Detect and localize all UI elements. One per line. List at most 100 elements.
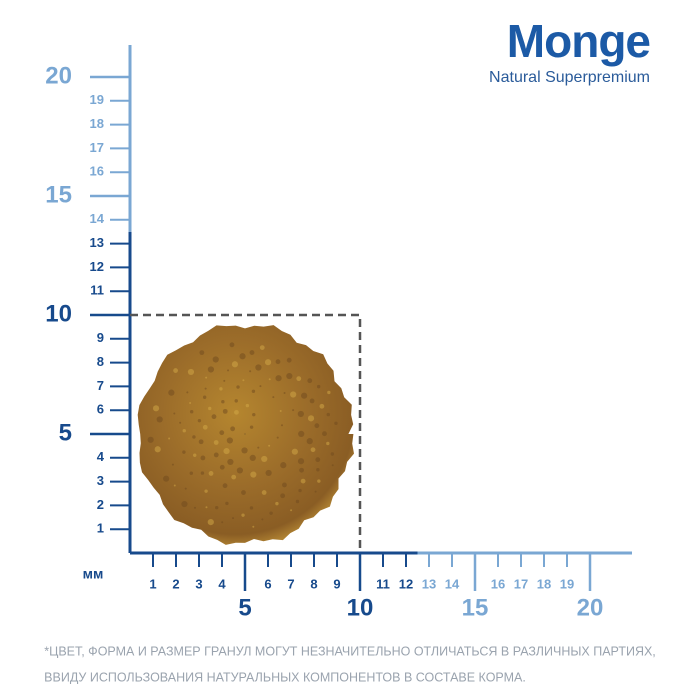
y-tick-label: 8 <box>97 354 104 369</box>
kibble-speck <box>286 372 293 380</box>
kibble-speck <box>198 439 204 445</box>
x-tick-label: 18 <box>537 576 551 591</box>
kibble-speck <box>219 387 223 391</box>
kibble-speck <box>221 521 224 524</box>
kibble-speck <box>154 446 161 453</box>
kibble-speck <box>334 421 338 425</box>
kibble-speck <box>222 483 228 489</box>
kibble-speck <box>296 376 302 382</box>
kibble-speck <box>298 488 302 493</box>
kibble-speck <box>213 452 219 458</box>
kibble-speck <box>299 467 304 473</box>
kibble-speck <box>252 412 256 417</box>
kibble-speck <box>275 375 282 382</box>
kibble-speck <box>269 511 273 515</box>
kibble-speck <box>239 353 246 360</box>
y-tick-label: 19 <box>90 92 104 107</box>
kibble-speck <box>207 519 214 526</box>
kibble-speck <box>326 441 330 446</box>
kibble-speck <box>307 415 315 422</box>
kibble-speck <box>280 462 287 469</box>
kibble-speck <box>297 410 304 418</box>
kibble-speck <box>156 416 163 423</box>
kibble-speck <box>261 455 268 463</box>
kibble-speck <box>268 378 271 381</box>
kibble-speck <box>179 421 182 424</box>
kibble-speck <box>283 391 286 394</box>
kibble-speck <box>272 396 275 399</box>
kibble-speck <box>275 501 279 506</box>
kibble-speck <box>286 357 292 363</box>
kibble-speck <box>317 479 321 483</box>
kibble-speck <box>168 389 175 396</box>
kibble-speck <box>163 475 170 482</box>
kibble-speck <box>184 487 187 490</box>
kibble-speck <box>249 425 254 429</box>
kibble-speck <box>182 429 186 433</box>
kibble-speck <box>207 366 215 373</box>
x-tick-label: 16 <box>491 576 505 591</box>
kibble-speck <box>275 359 281 365</box>
y-tick-label: 6 <box>97 402 104 417</box>
kibble-speck <box>315 457 321 463</box>
kibble-speck <box>212 356 219 363</box>
kibble-speck <box>199 350 205 356</box>
kibble-speck <box>197 418 202 423</box>
y-tick-label: 7 <box>97 378 104 393</box>
x-tick-label: 4 <box>218 576 226 591</box>
y-tick-label: 11 <box>90 283 104 298</box>
x-tick-label: 12 <box>399 576 413 591</box>
y-tick-label: 17 <box>90 140 104 155</box>
kibble-speck <box>276 436 279 439</box>
kibble-speck <box>242 379 245 382</box>
kibble-speck <box>205 506 208 509</box>
x-tick-label: 11 <box>376 576 390 591</box>
kibble-speck <box>244 433 246 435</box>
kibble-speck <box>310 447 316 453</box>
kibble-speck <box>200 455 206 461</box>
kibble-speck <box>211 414 217 420</box>
x-tick-label: 19 <box>560 576 574 591</box>
kibble-speck <box>227 369 230 372</box>
kibble-speck <box>314 490 317 493</box>
kibble-speck <box>241 513 245 517</box>
kibble-speck <box>226 437 233 444</box>
kibble-speck <box>219 430 225 436</box>
y-major-label: 15 <box>45 181 72 208</box>
kibble-speck <box>230 426 236 432</box>
x-tick-label: 9 <box>333 576 340 591</box>
kibble-speck <box>279 409 282 412</box>
kibble-speck <box>314 423 320 429</box>
kibble-speck <box>268 444 271 447</box>
x-tick-label: 6 <box>264 576 271 591</box>
kibble-speck <box>208 471 214 476</box>
kibble-speck <box>227 458 234 466</box>
kibble-speck <box>152 405 160 412</box>
kibble-speck <box>298 430 305 437</box>
x-major-label: 5 <box>238 594 251 621</box>
y-tick-label: 1 <box>97 521 104 536</box>
kibble-speck <box>204 387 207 390</box>
x-tick-label: 13 <box>422 576 436 591</box>
kibble-speck <box>229 342 235 348</box>
kibble-speck <box>241 490 246 495</box>
kibble-speck <box>280 424 283 427</box>
kibble-speck <box>147 436 154 443</box>
kibble-speck <box>181 500 188 508</box>
kibble-speck <box>319 403 325 409</box>
kibble-speck <box>236 385 240 389</box>
y-tick-label: 12 <box>90 259 104 274</box>
kibble-speck <box>232 517 235 520</box>
note-line: *ЦВЕТ, ФОРМА И РАЗМЕР ГРАНУЛ МОГУТ НЕЗНА… <box>44 644 656 658</box>
y-tick-label: 16 <box>90 164 104 179</box>
y-major-label: 10 <box>45 300 72 327</box>
kibble-speck <box>189 409 194 414</box>
kibble-speck <box>261 490 267 495</box>
kibble-speck <box>236 467 243 474</box>
kibble-speck <box>249 370 252 373</box>
kibble-speck <box>202 395 207 399</box>
kibble-speck <box>234 409 239 415</box>
kibble-speck <box>241 447 248 454</box>
y-major-label: 5 <box>59 419 72 446</box>
